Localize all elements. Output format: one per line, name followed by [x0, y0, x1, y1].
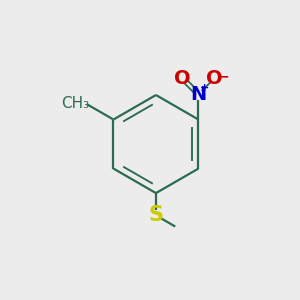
- Text: N: N: [190, 85, 206, 104]
- Text: CH₃: CH₃: [61, 96, 89, 111]
- Text: +: +: [200, 83, 210, 93]
- Text: O: O: [206, 69, 223, 88]
- Text: O: O: [174, 69, 191, 88]
- Text: S: S: [148, 206, 164, 225]
- Text: −: −: [218, 69, 230, 83]
